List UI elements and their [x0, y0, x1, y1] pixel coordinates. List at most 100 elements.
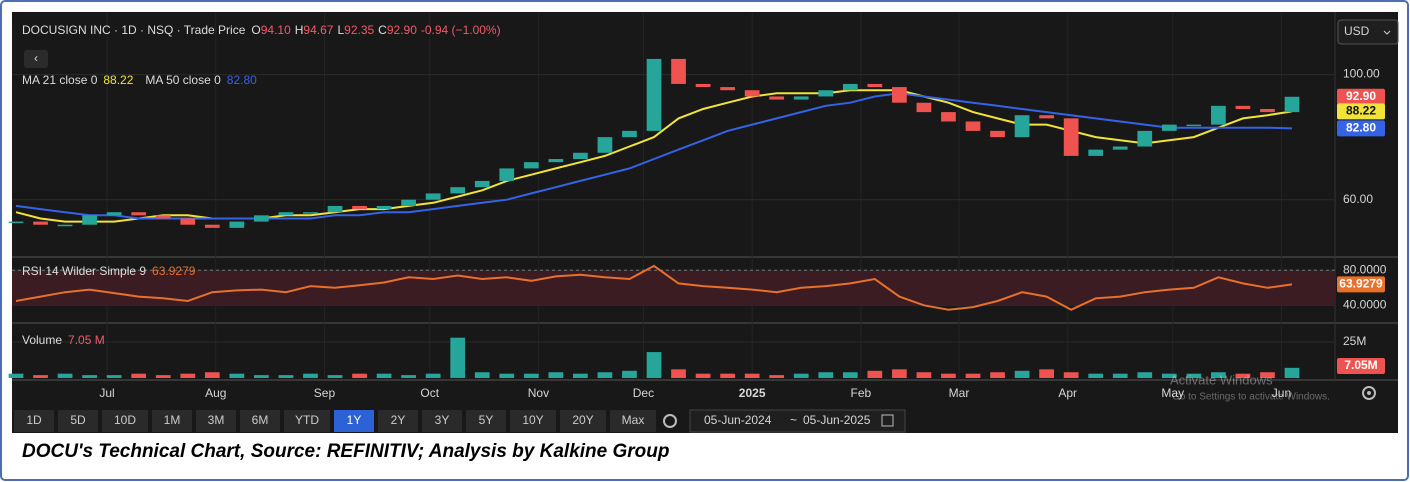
range-button-label[interactable]: YTD [295, 413, 319, 427]
back-button-bg[interactable] [24, 50, 48, 68]
range-button-bg[interactable] [152, 410, 192, 432]
candle [793, 96, 809, 100]
range-button-bg[interactable] [14, 410, 54, 432]
range-button[interactable]: 5D [58, 410, 98, 432]
range-button-bg[interactable] [58, 410, 98, 432]
candle [1039, 115, 1054, 119]
range-button-label[interactable]: Max [622, 413, 645, 427]
date-range-bg[interactable] [689, 409, 906, 433]
range-button-label[interactable]: 5Y [479, 413, 494, 427]
range-button-label[interactable]: 1Y [347, 413, 362, 427]
volume-bar [941, 373, 956, 378]
range-button[interactable]: 2Y [378, 410, 418, 432]
candle [303, 212, 318, 214]
volume-bar [769, 375, 785, 378]
date-range[interactable]: 05-Jun-2024 ~05-Jun-2025 [689, 409, 906, 433]
range-button[interactable]: 1Y [334, 410, 374, 432]
date-sep[interactable]: ~ [790, 413, 797, 427]
currency[interactable]: USD [1344, 24, 1370, 38]
candle [327, 205, 343, 213]
candle [352, 205, 367, 210]
volume-bar [1112, 373, 1128, 378]
value-badge-label: 82.80 [1346, 121, 1376, 135]
candle [744, 90, 760, 97]
range-button-label[interactable]: 1M [164, 413, 181, 427]
range-button[interactable]: 5Y [466, 410, 506, 432]
volume-bar [327, 375, 343, 378]
candle [499, 168, 515, 181]
range-button[interactable]: 3Y [422, 410, 462, 432]
range-button-bg[interactable] [102, 410, 148, 432]
range-button-label[interactable]: 2Y [391, 413, 406, 427]
calendar-icon[interactable] [881, 414, 894, 427]
value-badge [1337, 120, 1385, 137]
volume-bar [278, 375, 294, 378]
currency-box[interactable] [1337, 19, 1399, 45]
value-badge-label: 7.05M [1344, 358, 1377, 372]
range-button-label[interactable]: 10D [114, 413, 136, 427]
currency-select[interactable]: USD [1337, 19, 1399, 45]
volume-bar [401, 375, 416, 378]
range-button-bg[interactable] [334, 410, 374, 432]
range-button-bg[interactable] [610, 410, 656, 432]
candle [695, 83, 711, 88]
volume-bar [1014, 370, 1030, 378]
range-button-bg[interactable] [422, 410, 462, 432]
candle [892, 87, 907, 103]
range-button-bg[interactable] [196, 410, 236, 432]
back-icon[interactable]: ‹ [34, 51, 38, 65]
range-button[interactable]: 1M [152, 410, 192, 432]
range-button-bg[interactable] [560, 410, 606, 432]
range-button-label[interactable]: 10Y [522, 413, 543, 427]
x-tick-label: Sep [314, 386, 336, 400]
range-button[interactable]: 20Y [560, 410, 606, 432]
range-button[interactable]: 3M [196, 410, 236, 432]
date-to[interactable]: 05-Jun-2025 [803, 413, 871, 427]
toolbar-settings[interactable] [663, 414, 677, 428]
settings-icon[interactable] [1362, 386, 1376, 400]
range-button[interactable]: Max [610, 410, 656, 432]
volume-bar [499, 373, 515, 378]
volume-bar [352, 373, 367, 378]
range-button[interactable]: 1D [14, 410, 54, 432]
range-button[interactable]: 6M [240, 410, 280, 432]
gear-center[interactable] [1367, 391, 1371, 395]
value-badge [1337, 103, 1385, 120]
range-button-label[interactable]: 1D [26, 413, 42, 427]
candle [1161, 124, 1177, 131]
range-button-bg[interactable] [378, 410, 418, 432]
range-button[interactable]: 10Y [510, 410, 556, 432]
back-button[interactable]: ‹ [24, 50, 48, 68]
range-button-bg[interactable] [510, 410, 556, 432]
range-button-label[interactable]: 3Y [435, 413, 450, 427]
volume-bar [1260, 372, 1275, 378]
range-button-bg[interactable] [466, 410, 506, 432]
ma-legend: MA 21 close 0 88.22 MA 50 close 0 82.80 [22, 73, 257, 87]
gear[interactable] [1362, 386, 1376, 400]
range-button-label[interactable]: 3M [208, 413, 225, 427]
volume-legend: Volume 7.05 M [22, 333, 105, 347]
volume-bar [965, 373, 981, 378]
range-button-label[interactable]: 5D [70, 413, 86, 427]
candle [990, 130, 1005, 138]
candle [1063, 118, 1079, 156]
x-tick-label: Aug [205, 386, 226, 400]
range-button-label[interactable]: 20Y [572, 413, 593, 427]
candle [1014, 115, 1030, 138]
date-from[interactable]: 05-Jun-2024 [704, 413, 772, 427]
volume-bar [548, 372, 564, 378]
range-button-bg[interactable] [284, 410, 330, 432]
candle [1186, 124, 1202, 127]
legend-value: 7.05 M [68, 333, 105, 347]
rsi-legend: RSI 14 Wilder Simple 9 63.9279 [22, 264, 196, 278]
range-button[interactable]: 10D [102, 410, 148, 432]
ohlc-value: 92.35 [344, 23, 374, 37]
candle [671, 58, 686, 84]
range-button[interactable]: YTD [284, 410, 330, 432]
range-button-label[interactable]: 6M [252, 413, 269, 427]
candle [229, 221, 245, 228]
candle [8, 221, 24, 224]
volume-bar [1039, 369, 1054, 378]
value-badge [1337, 276, 1385, 293]
range-button-bg[interactable] [240, 410, 280, 432]
